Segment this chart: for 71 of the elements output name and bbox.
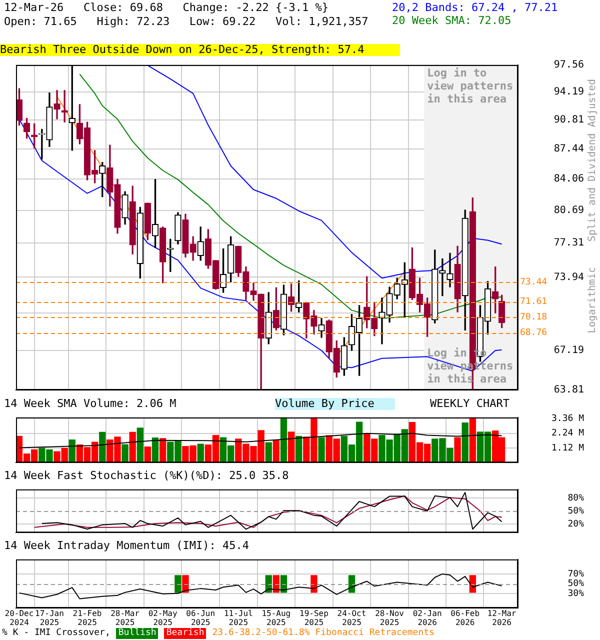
text: Logarithmic xyxy=(587,267,598,334)
bar xyxy=(159,438,166,463)
bar xyxy=(136,428,144,463)
chart-title: 14 Week Fast Stochastic (%K)(%D): 25.0 35.8 xyxy=(4,469,289,482)
x-tick-label: 06-Feb 2026 xyxy=(450,609,480,628)
x-tick-label: 06-Jun 2025 xyxy=(186,609,216,628)
bar xyxy=(469,417,476,463)
y-tick-label: 50% xyxy=(568,506,585,516)
bar xyxy=(454,437,461,463)
candlestick xyxy=(54,90,60,120)
bar xyxy=(122,444,128,463)
text: Bullish xyxy=(116,628,158,639)
bar xyxy=(272,440,280,463)
y-tick-label: 63.81 xyxy=(554,384,584,396)
y-tick-label: 2.24 M xyxy=(551,428,585,439)
y-tick-label: 67.19 xyxy=(554,345,584,356)
y-tick-label: 77.31 xyxy=(554,238,584,249)
x-tick-label: 02-May 2025 xyxy=(148,609,178,628)
y-tick-label: 73.94 xyxy=(554,272,584,283)
chart-title: 12-Mar-26 Close: 69.68 Change: -2.22 {-3.1 %} xyxy=(4,1,329,14)
x-tick-label: 17-Jan 2025 xyxy=(35,609,64,628)
y-tick-label: 87.44 xyxy=(554,143,584,154)
y-tick-label: 30% xyxy=(568,588,585,599)
text: WEEKLY CHART xyxy=(430,397,510,410)
bar xyxy=(265,442,272,463)
x-tick-label: 02-Jan 2026 xyxy=(412,609,442,628)
y-tick-label: 84.06 xyxy=(554,174,584,185)
chart-title: 14 Week SMA Volume: 2.06 M xyxy=(4,397,176,410)
y-tick-label: 90.81 xyxy=(554,114,584,126)
chart-title: 14 Week Intraday Momentum (IMI): 45.4 xyxy=(4,539,250,552)
x-tick-label: 11-Jul 2025 xyxy=(224,609,254,628)
x-tick-label: 21-Feb 2025 xyxy=(72,609,102,628)
y-tick-label: 1.12 M xyxy=(551,443,585,454)
x-tick-label: 19-Sep 2025 xyxy=(300,609,329,628)
ref-line-label: 73.44 xyxy=(520,278,548,288)
chart-subtitle: Open: 71.65 High: 72.23 Low: 69.22 Vol: 1,921,357 xyxy=(4,15,368,28)
y-tick-label: 94.19 xyxy=(554,86,584,98)
x-tick-label: 20-Dec 2024 xyxy=(4,609,34,628)
bar xyxy=(197,444,204,463)
legend-title: % K - IMI Crossover, xyxy=(2,628,110,639)
y-tick-label: 3.36 M xyxy=(551,414,585,424)
band-label: Log in to view patterns in this area xyxy=(427,66,514,106)
y-tick-label: 80.69 xyxy=(554,204,584,216)
y-tick-label: 50% xyxy=(568,579,585,590)
bar xyxy=(99,432,106,463)
y-tick-label: 70% xyxy=(568,569,585,580)
text: Volume By Price xyxy=(275,397,395,410)
x-tick-label: 28-Mar 2025 xyxy=(110,609,140,628)
y-tick-label: 80% xyxy=(568,493,585,504)
x-tick-label: 15-Aug 2025 xyxy=(262,609,291,628)
ref-line-label: 71.61 xyxy=(520,297,548,308)
ref-line-label: 68.76 xyxy=(520,328,548,338)
x-tick-label: 28-Nov 2025 xyxy=(375,609,404,628)
text: 20,2 Bands: 67.24 , 77.21 xyxy=(392,1,558,14)
bar xyxy=(318,437,325,463)
candlestick xyxy=(446,252,454,288)
bar xyxy=(144,446,152,463)
ref-line-label: 70.18 xyxy=(520,312,548,323)
y-tick-label: 97.56 xyxy=(554,60,584,71)
x-tick-label: 24-Oct 2025 xyxy=(337,609,366,628)
bar xyxy=(462,422,468,463)
text: Bearish xyxy=(164,628,206,639)
bar xyxy=(129,432,136,463)
text: Split and Dividend Adjusted xyxy=(587,79,598,242)
y-tick-label: 20% xyxy=(568,519,585,530)
x-tick-label: 12-Mar 2026 xyxy=(487,609,516,628)
bar xyxy=(280,417,288,463)
text: 20 Week SMA: 72.05 xyxy=(392,14,512,27)
text: Bearish Three Outside Down on 26-Dec-25, Strength: 57.4 xyxy=(0,43,400,56)
bar xyxy=(288,432,295,463)
text: 23.6-38.2-50-61.8% Fibonacci Retracements xyxy=(212,628,434,639)
